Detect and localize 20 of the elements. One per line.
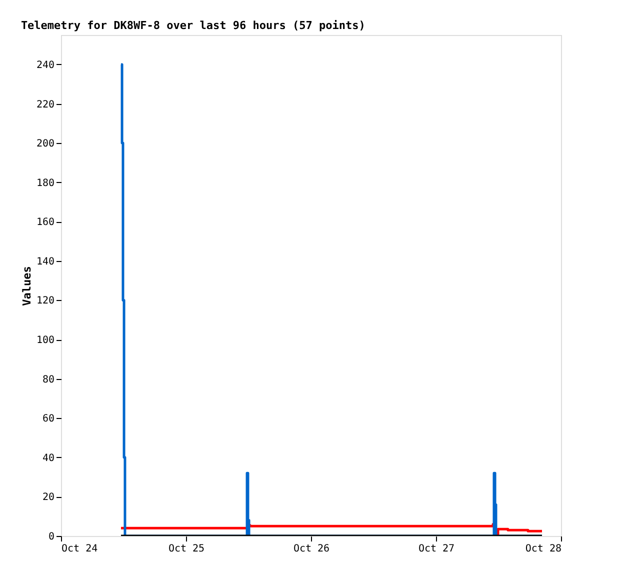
y-tick-label: 100 — [36, 335, 54, 346]
y-tick-label: 240 — [36, 60, 54, 71]
y-tick-label: 200 — [36, 138, 54, 150]
y-tick-label: 40 — [42, 452, 54, 464]
y-axis-title: Values — [20, 266, 34, 306]
y-tick-label: 160 — [36, 217, 54, 228]
chart-title: Telemetry for DK8WF-8 over last 96 hours (57 points) — [20, 19, 366, 32]
y-tick-label: 140 — [36, 256, 54, 268]
y-tick-label: 220 — [36, 99, 54, 110]
x-tick-label: Oct 26 — [293, 544, 330, 554]
x-tick-label: Oct 28 — [525, 544, 562, 554]
x-tick-label: Oct 27 — [418, 544, 455, 554]
x-tick-label: Oct 24 — [62, 544, 98, 554]
y-tick-label: 180 — [36, 178, 54, 189]
x-tick-label: Oct 25 — [168, 544, 205, 554]
y-tick-label: 20 — [42, 492, 54, 504]
y-tick-label: 120 — [36, 296, 54, 307]
y-tick-label: 80 — [42, 374, 54, 386]
y-tick-label: 0 — [48, 532, 54, 542]
y-tick-label: 60 — [42, 414, 54, 425]
